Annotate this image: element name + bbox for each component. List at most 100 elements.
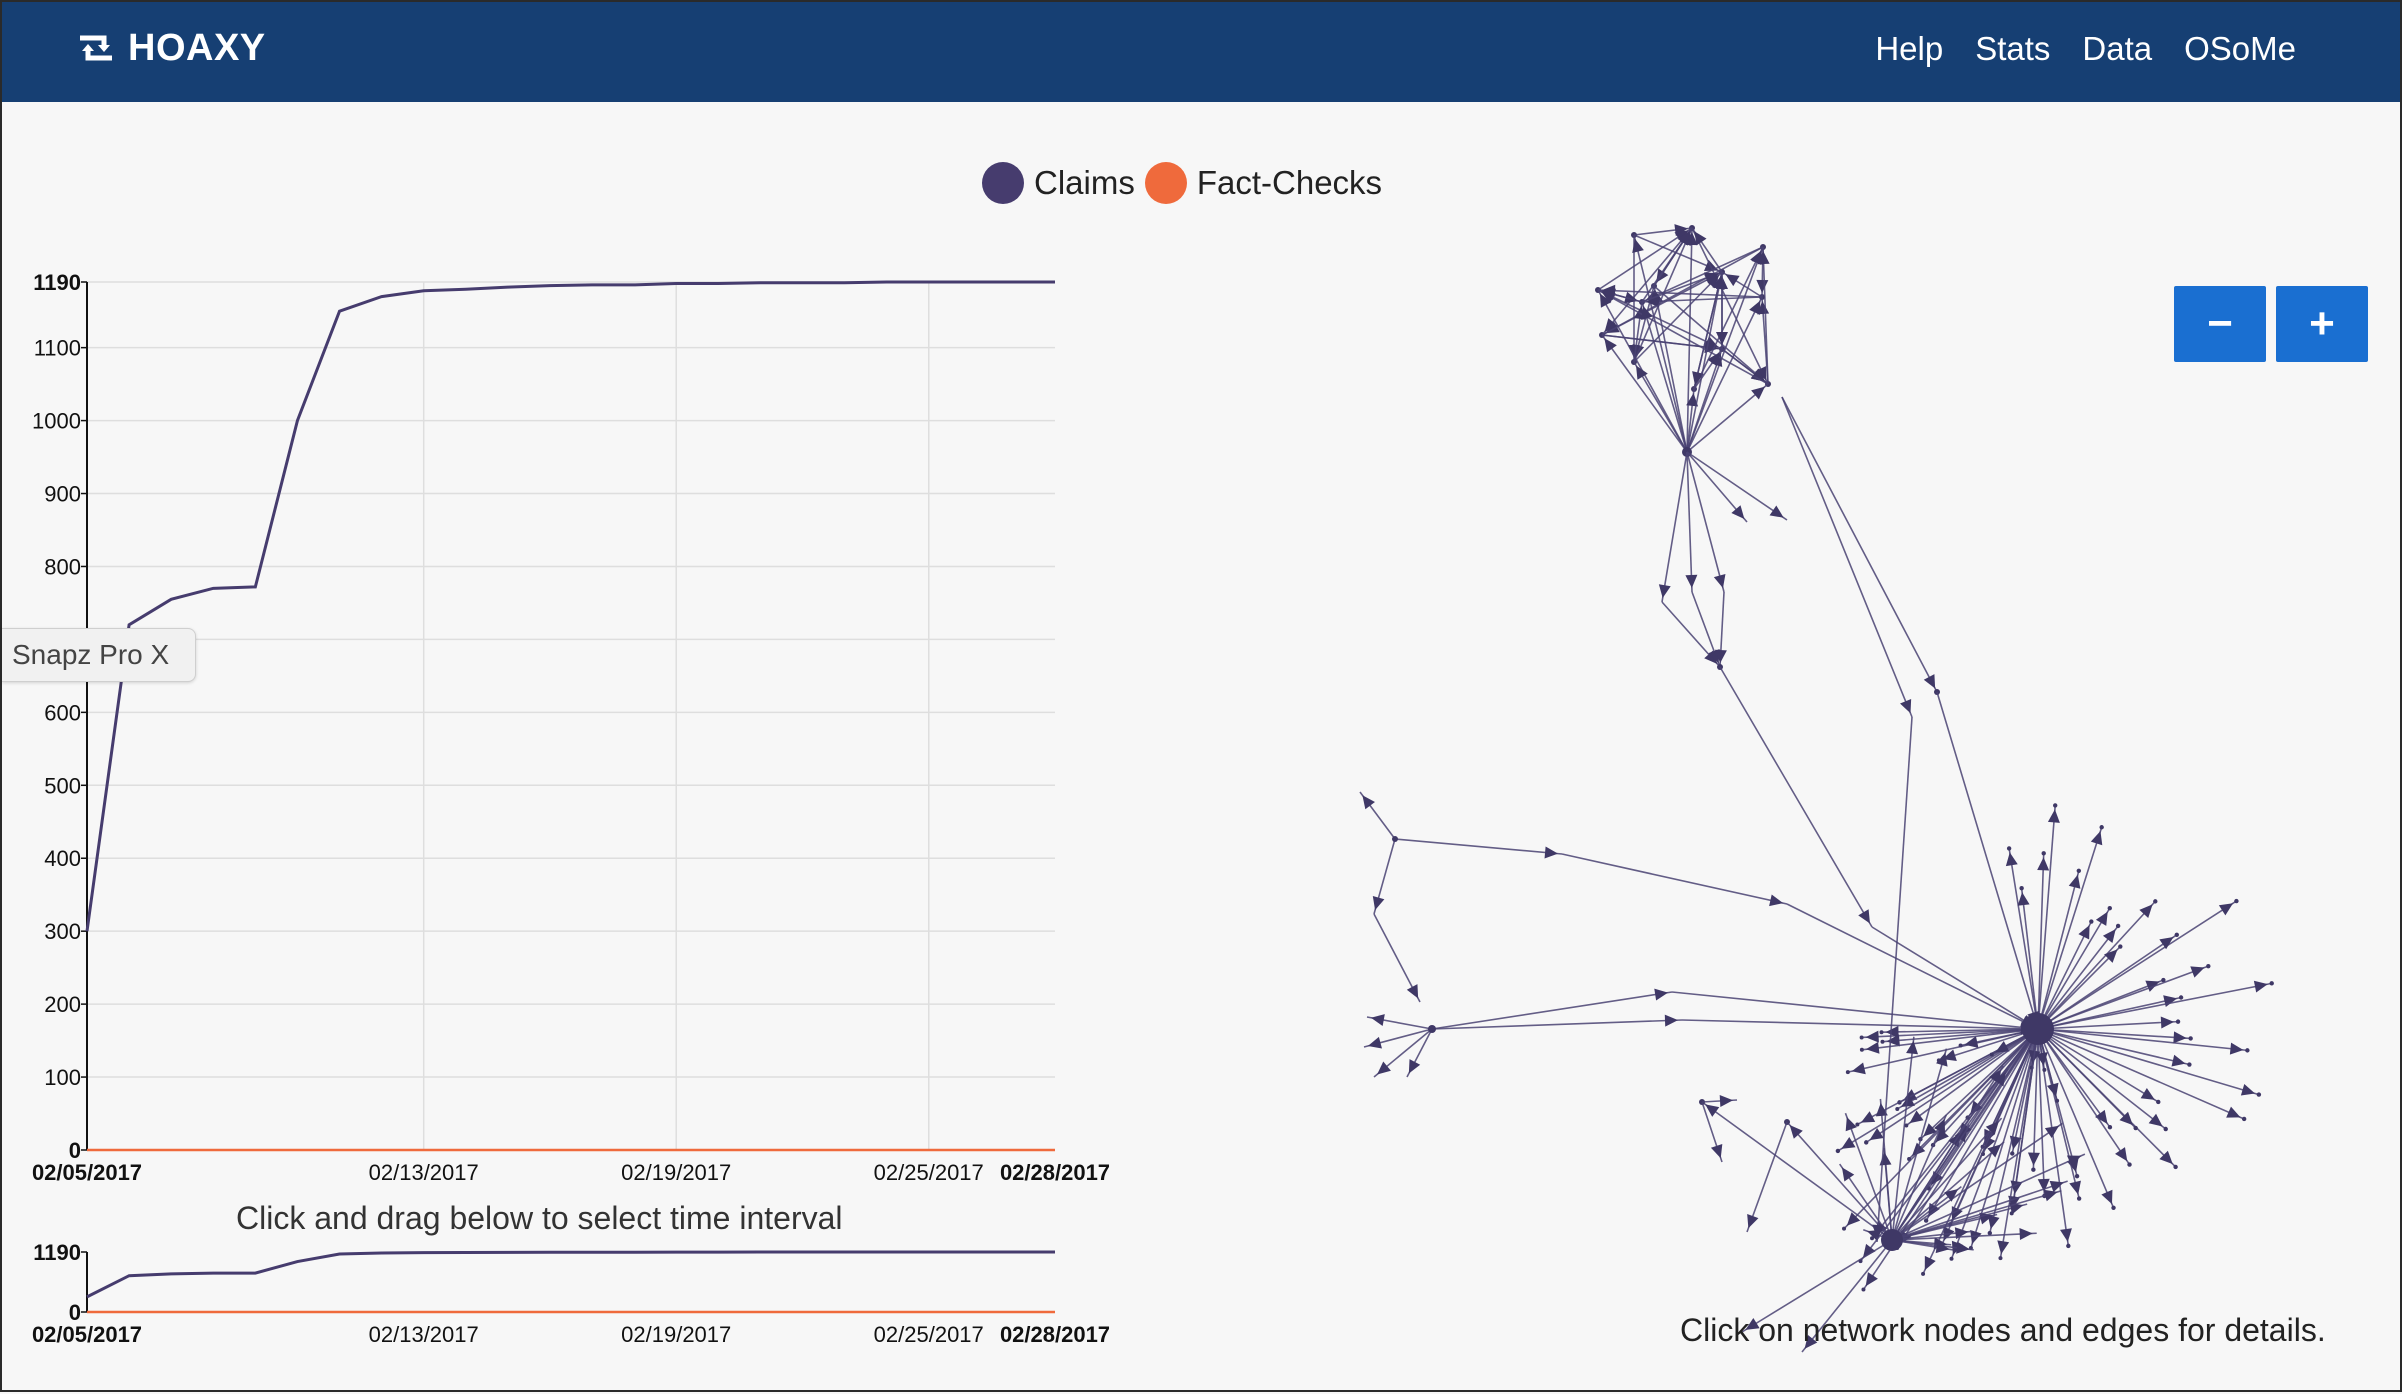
network-edge bbox=[1641, 271, 1723, 303]
x-tick-label: 02/13/2017 bbox=[369, 1322, 479, 1347]
edge-arrow bbox=[1858, 909, 1870, 924]
edge-arrow bbox=[1674, 230, 1689, 243]
nav-stats[interactable]: Stats bbox=[1975, 30, 2051, 67]
x-tick-label: 02/19/2017 bbox=[621, 1160, 731, 1185]
network-node bbox=[2178, 995, 2184, 1000]
network-node bbox=[1880, 1039, 1885, 1044]
y-tick-label: 100 bbox=[44, 1065, 81, 1090]
network-edge bbox=[1633, 301, 1643, 363]
legend-factchecks[interactable]: Fact-Checks bbox=[1144, 162, 1382, 204]
edge-arrow bbox=[1757, 250, 1770, 265]
edge-arrow bbox=[2009, 1135, 2022, 1150]
network-edge bbox=[1956, 1028, 2039, 1141]
edge-arrow bbox=[1544, 846, 1559, 859]
network-edge bbox=[1896, 1028, 2039, 1249]
edge-arrow bbox=[1900, 698, 1912, 714]
edge-arrow bbox=[2102, 929, 2116, 944]
network-node bbox=[1855, 1122, 1860, 1127]
snapz-tab[interactable]: Snapz Pro X bbox=[2, 628, 197, 682]
y-tick-label: 0 bbox=[69, 1138, 81, 1163]
network-node bbox=[2234, 898, 2239, 904]
network-edge bbox=[1950, 1028, 2039, 1260]
edge-arrow bbox=[1995, 1040, 2010, 1053]
edge-arrow bbox=[2020, 1014, 2035, 1027]
network-node bbox=[2256, 1092, 2262, 1097]
network-edge bbox=[2037, 979, 2164, 1030]
nav-osome[interactable]: OSoMe bbox=[2184, 30, 2296, 67]
edge-arrow bbox=[1601, 291, 1616, 304]
network-edge bbox=[1633, 285, 1655, 363]
network-edge bbox=[2037, 921, 2093, 1030]
edge-arrow bbox=[1935, 1241, 1950, 1254]
edge-arrow bbox=[1633, 305, 1646, 320]
x-tick-label: 02/13/2017 bbox=[369, 1160, 479, 1185]
edge-arrow bbox=[2009, 1202, 2024, 1215]
network-edge bbox=[1891, 1048, 1948, 1241]
edge-arrow bbox=[2049, 1180, 2064, 1193]
edge-arrow bbox=[2035, 1052, 2048, 1066]
network-edge bbox=[1359, 791, 1396, 840]
network-hint: Click on network nodes and edges for det… bbox=[1680, 1312, 2326, 1348]
legend-claims[interactable]: Claims bbox=[982, 162, 1135, 204]
top-navbar: HOAXY Help Stats Data OSoMe bbox=[2, 2, 2400, 102]
edge-arrow bbox=[1874, 1221, 1888, 1236]
edge-arrow bbox=[2218, 903, 2234, 916]
network-edge bbox=[2010, 1028, 2039, 1214]
y-tick-label: 500 bbox=[44, 773, 81, 798]
edge-arrow bbox=[2066, 1158, 2079, 1173]
edge-arrow bbox=[1704, 336, 1719, 348]
y-tick-label: 300 bbox=[44, 919, 81, 944]
edge-arrow bbox=[1944, 1189, 1959, 1202]
edge-arrow bbox=[2037, 1178, 2050, 1192]
edge-arrow bbox=[1601, 288, 1616, 301]
network-edge bbox=[1861, 1028, 2039, 1039]
edge-arrow bbox=[1624, 291, 1639, 304]
edge-arrow bbox=[1654, 988, 1669, 1001]
network-edge bbox=[1686, 451, 1788, 521]
network-edge bbox=[1671, 991, 2039, 1030]
network-edge bbox=[1601, 334, 1688, 453]
network-edge bbox=[1686, 348, 1723, 453]
zoom-in-button[interactable]: + bbox=[2276, 286, 2368, 362]
network-node bbox=[1631, 359, 1637, 365]
network-node bbox=[2161, 977, 2166, 983]
network-node bbox=[1699, 1099, 1705, 1105]
network-node bbox=[1926, 1186, 1932, 1191]
network-edge bbox=[1922, 1028, 2039, 1275]
network-node bbox=[2118, 944, 2123, 949]
network-edge bbox=[1891, 1213, 1998, 1241]
nav-help[interactable]: Help bbox=[1875, 30, 1944, 67]
network-edge bbox=[2037, 1028, 2111, 1128]
network-edge bbox=[1633, 271, 1723, 363]
edge-arrow bbox=[2095, 911, 2108, 926]
network-edge bbox=[1967, 1028, 2039, 1119]
network-edge bbox=[1701, 1099, 1738, 1103]
nav-data[interactable]: Data bbox=[2082, 30, 2153, 67]
edge-arrow bbox=[1841, 1167, 1855, 1182]
network-edge bbox=[1601, 334, 1723, 350]
edge-arrow bbox=[2044, 1125, 2060, 1139]
network-node bbox=[1651, 283, 1657, 289]
network-edge bbox=[2037, 1028, 2190, 1066]
brand[interactable]: HOAXY bbox=[74, 26, 266, 70]
network-node bbox=[2175, 1019, 2181, 1024]
network-node bbox=[2066, 1243, 2071, 1249]
edge-arrow bbox=[1984, 1128, 1996, 1144]
network-edge bbox=[1891, 1129, 1964, 1241]
zoom-out-button[interactable]: − bbox=[2174, 286, 2266, 362]
edge-arrow bbox=[1970, 1229, 1982, 1245]
network-edge bbox=[1719, 666, 1873, 928]
timeline-charts[interactable]: 0100200300400500600700800900100011001190… bbox=[2, 2, 1142, 1394]
network-node bbox=[1936, 1058, 1941, 1063]
network-edge bbox=[1597, 227, 1693, 291]
network-edge bbox=[1686, 388, 1695, 453]
network-node bbox=[1691, 386, 1697, 392]
network-edge bbox=[1394, 838, 1563, 855]
claims-series-line bbox=[85, 280, 1055, 932]
network-edge bbox=[1686, 451, 1725, 593]
edge-arrow bbox=[2095, 1109, 2108, 1124]
network-edge bbox=[2008, 848, 2039, 1030]
edge-arrow bbox=[2066, 1155, 2082, 1167]
network-edge bbox=[1859, 1028, 2039, 1262]
retweet-icon bbox=[80, 35, 112, 61]
